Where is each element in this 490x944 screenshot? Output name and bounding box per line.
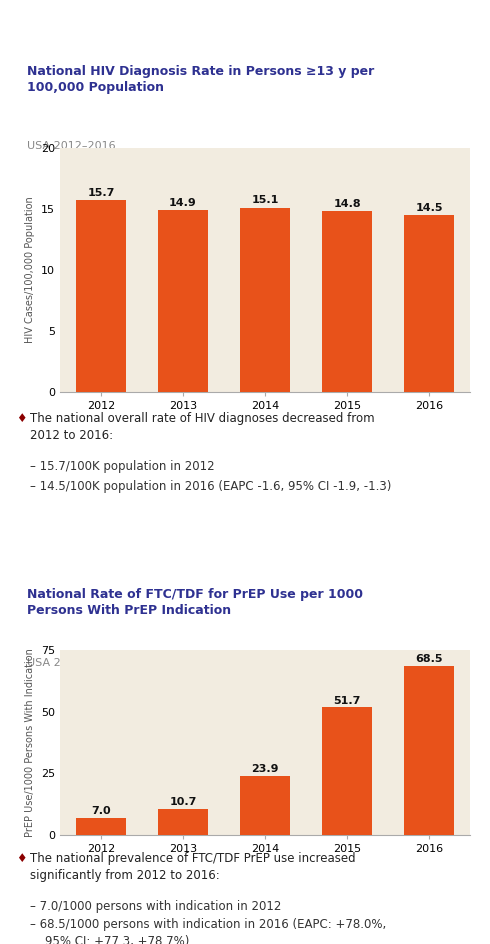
Bar [158, 809, 208, 835]
Text: – 68.5/1000 persons with indication in 2016 (EAPC: +78.0%,
    95% CI: +77.3, +7: – 68.5/1000 persons with indication in 2… [30, 918, 386, 944]
Bar [322, 211, 371, 392]
Bar [404, 215, 454, 392]
Text: 68.5: 68.5 [415, 654, 443, 664]
Text: – 14.5/100K population in 2016 (EAPC -1.6, 95% CI -1.9, -1.3): – 14.5/100K population in 2016 (EAPC -1.… [30, 480, 392, 493]
Bar [158, 211, 208, 392]
Text: ♦: ♦ [16, 412, 26, 425]
Y-axis label: PrEP Use/1000 Persons With Indication: PrEP Use/1000 Persons With Indication [25, 649, 35, 837]
Text: The national prevalence of FTC/TDF PrEP use increased
significantly from 2012 to: The national prevalence of FTC/TDF PrEP … [30, 852, 356, 882]
Text: USA 2012–2016: USA 2012–2016 [27, 658, 116, 668]
Text: 51.7: 51.7 [333, 696, 361, 705]
Text: National HIV Diagnosis Rate in Persons ≥13 y per
100,000 Population: National HIV Diagnosis Rate in Persons ≥… [27, 65, 374, 94]
Text: 10.7: 10.7 [170, 797, 196, 806]
Text: 15.1: 15.1 [251, 195, 279, 206]
Y-axis label: HIV Cases/100,000 Population: HIV Cases/100,000 Population [25, 196, 35, 344]
Text: 14.9: 14.9 [169, 198, 197, 208]
Text: 23.9: 23.9 [251, 764, 279, 774]
Text: 15.7: 15.7 [87, 188, 115, 198]
Bar [241, 208, 290, 392]
Text: – 7.0/1000 persons with indication in 2012: – 7.0/1000 persons with indication in 20… [30, 900, 281, 913]
Text: The national overall rate of HIV diagnoses decreased from
2012 to 2016:: The national overall rate of HIV diagnos… [30, 412, 375, 442]
Text: National Rate of FTC/TDF for PrEP Use per 1000
Persons With PrEP Indication: National Rate of FTC/TDF for PrEP Use pe… [27, 588, 363, 616]
Text: Results: Results [20, 9, 118, 33]
Text: 14.5: 14.5 [415, 203, 443, 212]
Text: 14.8: 14.8 [333, 199, 361, 209]
Text: – 15.7/100K population in 2012: – 15.7/100K population in 2012 [30, 460, 215, 473]
Bar [76, 200, 125, 392]
Bar [241, 776, 290, 835]
Text: USA 2012–2016: USA 2012–2016 [27, 142, 116, 151]
Bar [322, 707, 371, 835]
Bar [76, 818, 125, 835]
Bar [404, 666, 454, 835]
Text: ♦: ♦ [16, 852, 26, 865]
Text: 7.0: 7.0 [91, 806, 111, 816]
